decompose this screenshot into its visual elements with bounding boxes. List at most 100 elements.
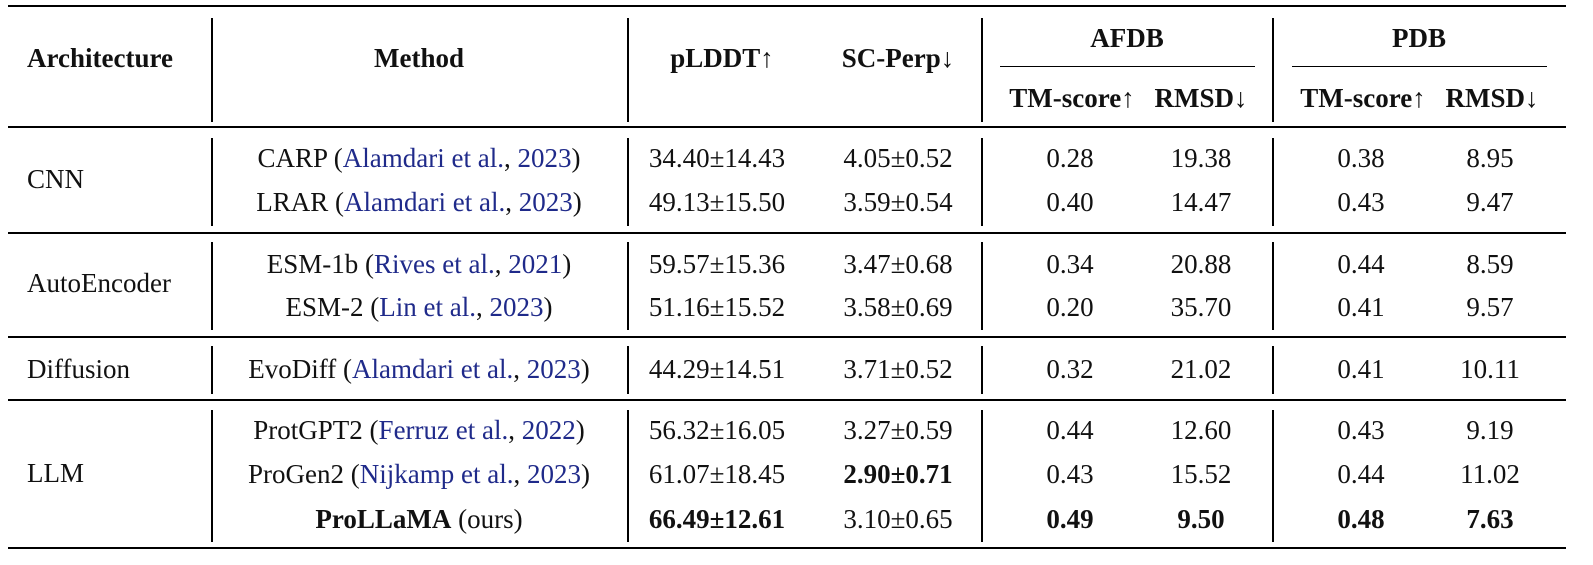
afdb-rmsd-cell: 15.52 (1170, 459, 1232, 489)
group-label: Diffusion (27, 354, 131, 384)
afdb-tm-cell: 0.40 (1046, 187, 1094, 217)
header-sc-perp: SC-Perp↓ (841, 43, 955, 73)
citation-link[interactable]: Nijkamp et al., 2023 (359, 459, 581, 489)
citation-link[interactable]: Alamdari et al., 2023 (344, 187, 573, 217)
plddt-cell: 49.13±15.50 (648, 187, 786, 217)
vrule-method (627, 18, 629, 122)
plddt-cell: 61.07±18.45 (648, 459, 786, 489)
pdb-tm-cell: 0.41 (1337, 292, 1385, 322)
vrule-afdb (1272, 18, 1274, 122)
vrule-afdb (1272, 410, 1274, 542)
plddt-cell: 59.57±15.36 (648, 249, 786, 279)
group-rule-3 (8, 399, 1566, 401)
pdb-rmsd-cell: 10.11 (1460, 354, 1520, 384)
method-cell: ESM-1b (Rives et al., 2021) (266, 249, 572, 279)
group-rule-1 (8, 232, 1566, 234)
method-cell: EvoDiff (Alamdari et al., 2023) (248, 354, 590, 384)
vrule-method (627, 346, 629, 394)
sc-perp-cell: 3.71±0.52 (843, 354, 953, 384)
sc-perp-cell: 4.05±0.52 (843, 143, 953, 173)
method-cell: CARP (Alamdari et al., 2023) (257, 143, 581, 173)
afdb-tm-cell: 0.49 (1046, 504, 1094, 534)
plddt-cell: 34.40±14.43 (648, 143, 786, 173)
method-cell: ProGen2 (Nijkamp et al., 2023) (248, 459, 590, 489)
header-afdb-tm-score: TM-score↑ (1009, 83, 1135, 113)
pdb-tm-cell: 0.48 (1337, 504, 1385, 534)
pdb-tm-cell: 0.43 (1337, 415, 1385, 445)
vrule-scperp (981, 18, 983, 122)
vrule-arch (211, 346, 213, 394)
vrule-scperp (981, 410, 983, 542)
pdb-rmsd-cell: 7.63 (1466, 504, 1514, 534)
pdb-rmsd-cell: 9.57 (1466, 292, 1514, 322)
header-pdb-rmsd: RMSD↓ (1445, 83, 1539, 113)
afdb-rmsd-cell: 19.38 (1170, 143, 1232, 173)
afdb-tm-cell: 0.28 (1046, 143, 1094, 173)
plddt-cell: 56.32±16.05 (648, 415, 786, 445)
citation-link[interactable]: Alamdari et al., 2023 (342, 143, 572, 173)
method-cell: LRAR (Alamdari et al., 2023) (256, 187, 582, 217)
sc-perp-cell: 2.90±0.71 (843, 459, 953, 489)
header-afdb: AFDB (1090, 23, 1164, 53)
vrule-arch (211, 242, 213, 330)
afdb-rmsd-cell: 35.70 (1170, 292, 1232, 322)
group-label: LLM (27, 458, 84, 488)
afdb-tm-cell: 0.44 (1046, 415, 1094, 445)
pdb-tm-cell: 0.44 (1337, 249, 1385, 279)
bottom-rule (8, 547, 1566, 549)
method-cell: ProtGPT2 (Ferruz et al., 2022) (253, 415, 585, 445)
afdb-rmsd-cell: 14.47 (1170, 187, 1232, 217)
vrule-method (627, 138, 629, 226)
vrule-afdb (1272, 346, 1274, 394)
vrule-method (627, 242, 629, 330)
sc-perp-cell: 3.58±0.69 (843, 292, 953, 322)
vrule-arch (211, 138, 213, 226)
vrule-scperp (981, 138, 983, 226)
plddt-cell: 44.29±14.51 (648, 354, 786, 384)
vrule-afdb (1272, 242, 1274, 330)
citation-link[interactable]: Alamdari et al., 2023 (352, 354, 581, 384)
method-cell: ESM-2 (Lin et al., 2023) (285, 292, 553, 322)
citation-link[interactable]: Lin et al., 2023 (379, 292, 544, 322)
pdb-rmsd-cell: 8.59 (1466, 249, 1514, 279)
header-afdb-rmsd: RMSD↓ (1154, 83, 1248, 113)
pdb-rmsd-cell: 9.47 (1466, 187, 1514, 217)
sc-perp-cell: 3.47±0.68 (843, 249, 953, 279)
plddt-cell: 51.16±15.52 (648, 292, 786, 322)
sc-perp-cell: 3.10±0.65 (843, 504, 953, 534)
afdb-tm-cell: 0.20 (1046, 292, 1094, 322)
pdb-rmsd-cell: 9.19 (1466, 415, 1514, 445)
group-label: AutoEncoder (27, 268, 171, 298)
header-plddt: pLDDT↑ (670, 43, 774, 73)
vrule-scperp (981, 346, 983, 394)
header-pdb: PDB (1392, 23, 1446, 53)
group-label: CNN (27, 164, 85, 194)
vrule-scperp (981, 242, 983, 330)
pdb-tm-cell: 0.43 (1337, 187, 1385, 217)
group-rule-2 (8, 336, 1566, 338)
afdb-tm-cell: 0.43 (1046, 459, 1094, 489)
afdb-tm-cell: 0.32 (1046, 354, 1094, 384)
afdb-rmsd-cell: 21.02 (1170, 354, 1232, 384)
top-rule (8, 5, 1566, 7)
afdb-rmsd-cell: 20.88 (1170, 249, 1232, 279)
plddt-cell: 66.49±12.61 (648, 504, 786, 534)
citation-link[interactable]: Rives et al., 2021 (374, 249, 563, 279)
pdb-tm-cell: 0.41 (1337, 354, 1385, 384)
vrule-method (627, 410, 629, 542)
afdb-rmsd-cell: 12.60 (1170, 415, 1232, 445)
header-rule (8, 126, 1566, 128)
afdb-rule (1000, 66, 1255, 67)
header-architecture: Architecture (27, 43, 173, 73)
pdb-rmsd-cell: 8.95 (1466, 143, 1514, 173)
sc-perp-cell: 3.27±0.59 (843, 415, 953, 445)
citation-link[interactable]: Ferruz et al., 2022 (378, 415, 576, 445)
vrule-arch (211, 410, 213, 542)
vrule-arch (211, 18, 213, 122)
header-pdb-tm-score: TM-score↑ (1300, 83, 1426, 113)
sc-perp-cell: 3.59±0.54 (843, 187, 953, 217)
pdb-rule (1292, 66, 1547, 67)
header-method: Method (374, 43, 464, 73)
pdb-tm-cell: 0.44 (1337, 459, 1385, 489)
pdb-tm-cell: 0.38 (1337, 143, 1385, 173)
